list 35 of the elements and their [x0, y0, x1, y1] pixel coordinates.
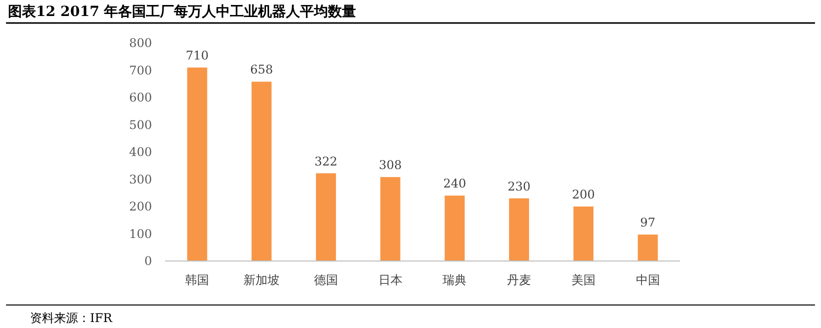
data-label: 308 [378, 158, 402, 172]
bar [638, 234, 658, 261]
data-label: 200 [572, 188, 595, 202]
data-label: 230 [508, 179, 531, 194]
x-tick-label: 韩国 [185, 273, 210, 287]
bar [573, 206, 594, 261]
y-tick-label: 400 [129, 145, 152, 159]
bar [444, 196, 465, 261]
x-tick-label: 中国 [636, 273, 660, 287]
bar [316, 173, 336, 261]
text: 资料来源：IFR [30, 311, 114, 325]
bar [187, 68, 208, 261]
y-tick-label: 600 [129, 90, 152, 104]
bar [509, 198, 530, 261]
bar [380, 177, 400, 261]
bar [252, 82, 272, 261]
y-tick-label: 300 [129, 172, 152, 186]
x-tick-label: 美国 [571, 273, 596, 287]
x-tick-label: 新加坡 [244, 273, 280, 287]
data-label: 710 [186, 48, 209, 63]
x-tick-label: 日本 [378, 273, 402, 287]
data-label: 322 [314, 154, 338, 168]
data-label: 658 [250, 62, 274, 77]
x-tick-label: 瑞典 [442, 273, 467, 287]
data-label: 240 [443, 176, 466, 191]
x-tick-label: 德国 [314, 273, 338, 287]
y-tick-label: 800 [129, 36, 152, 50]
x-tick-label: 丹麦 [507, 273, 532, 287]
y-tick-label: 500 [129, 118, 152, 132]
y-tick-label: 200 [129, 200, 152, 214]
data-label: 97 [640, 216, 656, 230]
y-tick-label: 700 [129, 63, 152, 78]
y-tick-label: 100 [129, 226, 152, 241]
y-tick-label: 0 [144, 254, 152, 268]
chart-title: 图表12 2017 年各国工厂每万人中工业机器人平均数量 [8, 4, 356, 20]
